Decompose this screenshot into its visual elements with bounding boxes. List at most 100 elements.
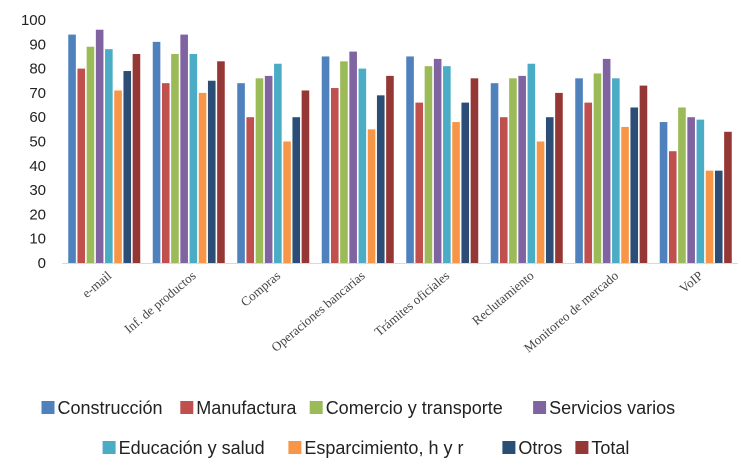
bar: [434, 59, 442, 263]
bar: [208, 81, 216, 263]
bar: [87, 47, 95, 263]
legend-swatch: [42, 401, 55, 414]
bar: [678, 107, 686, 263]
bar: [199, 93, 207, 263]
bar: [377, 95, 385, 263]
legend-swatch: [575, 441, 588, 454]
bar: [425, 66, 433, 263]
bar: [171, 54, 179, 263]
bar: [180, 35, 188, 263]
bar: [153, 42, 161, 263]
bar: [96, 30, 104, 263]
bar: [621, 127, 629, 263]
x-tick-label: Inf. de productos: [121, 268, 198, 336]
bar: [217, 61, 225, 263]
bar: [584, 103, 592, 263]
bar: [461, 103, 469, 263]
bar: [256, 78, 264, 263]
bar: [415, 103, 423, 263]
legend-label: Construcción: [58, 398, 163, 418]
y-tick-label: 60: [29, 109, 46, 126]
x-tick-label: e-mail: [79, 268, 114, 301]
bar: [537, 142, 545, 264]
bar: [68, 35, 76, 263]
y-tick-label: 70: [29, 85, 46, 102]
bar: [630, 107, 638, 263]
bar: [669, 151, 677, 263]
legend-swatch: [533, 401, 546, 414]
bar: [575, 78, 583, 263]
legend-label: Manufactura: [196, 398, 297, 418]
bar: [246, 117, 254, 263]
bar: [724, 132, 732, 263]
bar: [274, 64, 282, 263]
x-tick-label: Operaciones bancarias: [268, 268, 368, 355]
bar: [612, 78, 620, 263]
bar: [265, 76, 273, 263]
y-tick-label: 40: [29, 158, 46, 175]
bar: [368, 129, 376, 263]
bar: [133, 54, 141, 263]
bar: [660, 122, 668, 263]
bar: [697, 120, 705, 263]
bar: [322, 56, 330, 263]
bar: [452, 122, 460, 263]
bar: [302, 90, 310, 263]
legend-label: Educación y salud: [119, 438, 265, 458]
legend-label: Total: [591, 438, 629, 458]
bar: [77, 69, 85, 263]
x-tick-label: Trámites oficiales: [371, 268, 452, 339]
bar: [640, 86, 648, 263]
y-tick-label: 10: [29, 231, 46, 248]
bar: [491, 83, 499, 263]
bar: [594, 73, 602, 263]
bar: [331, 88, 339, 263]
bar: [555, 93, 563, 263]
x-tick-label: Reclutamiento: [469, 268, 537, 328]
y-tick-label: 90: [29, 36, 46, 53]
bar: [509, 78, 517, 263]
legend-swatch: [103, 441, 116, 454]
legend-label: Otros: [518, 438, 562, 458]
bar: [283, 142, 291, 264]
bar: [518, 76, 526, 263]
bar: [715, 171, 723, 263]
y-tick-label: 20: [29, 206, 46, 223]
legend-swatch: [502, 441, 515, 454]
legend-swatch: [180, 401, 193, 414]
legend-label: Comercio y transporte: [326, 398, 503, 418]
y-tick-label: 80: [29, 61, 46, 78]
legend-swatch: [310, 401, 323, 414]
bar: [386, 76, 394, 263]
bar: [528, 64, 536, 263]
bar: [443, 66, 451, 263]
bar: [603, 59, 611, 263]
bar: [406, 56, 414, 263]
y-tick-label: 100: [21, 12, 46, 29]
x-tick-label: VoIP: [676, 268, 705, 296]
bar: [546, 117, 554, 263]
bar: [162, 83, 170, 263]
y-tick-label: 50: [29, 134, 46, 151]
y-tick-label: 30: [29, 182, 46, 199]
bar: [706, 171, 714, 263]
bar: [687, 117, 695, 263]
legend-label: Servicios varios: [549, 398, 675, 418]
bar: [349, 52, 357, 263]
bar: [114, 90, 122, 263]
x-tick-label: Monitoreo de mercado: [521, 268, 621, 356]
bar: [340, 61, 348, 263]
bar: [237, 83, 245, 263]
x-tick-label: Compras: [238, 268, 284, 310]
bar: [105, 49, 113, 263]
bar: [123, 71, 131, 263]
legend-swatch: [288, 441, 301, 454]
bar: [359, 69, 367, 263]
bar: [190, 54, 198, 263]
legend-label: Esparcimiento, h y r: [304, 438, 463, 458]
bar: [500, 117, 508, 263]
y-tick-label: 0: [38, 255, 46, 272]
bar: [471, 78, 479, 263]
